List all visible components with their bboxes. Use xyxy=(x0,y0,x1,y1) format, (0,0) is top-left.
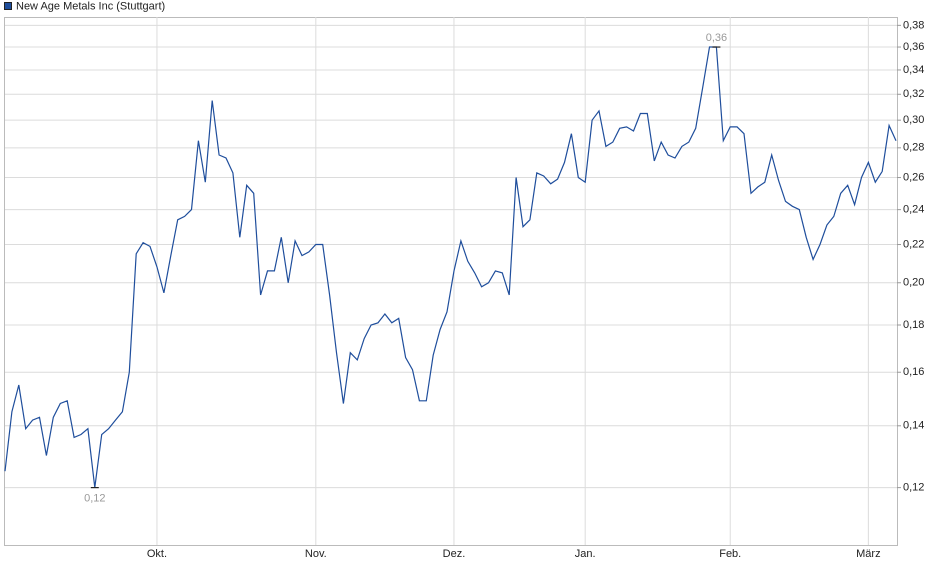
y-tick-label: 0,24 xyxy=(903,204,924,216)
value-label: 0,36 xyxy=(706,32,727,44)
x-tick-label: Dez. xyxy=(443,548,466,560)
y-tick-label: 0,32 xyxy=(903,88,924,100)
y-tick-label: 0,34 xyxy=(903,64,924,76)
value-label: 0,12 xyxy=(84,493,105,505)
y-tick-label: 0,14 xyxy=(903,420,924,432)
y-tick-label: 0,22 xyxy=(903,238,924,250)
y-tick-label: 0,18 xyxy=(903,319,924,331)
y-tick-label: 0,30 xyxy=(903,114,924,126)
y-tick-label: 0,38 xyxy=(903,19,924,31)
y-tick-label: 0,36 xyxy=(903,41,924,53)
x-tick-label: Nov. xyxy=(305,548,327,560)
y-tick-label: 0,16 xyxy=(903,366,924,378)
y-tick-label: 0,20 xyxy=(903,277,924,289)
x-tick-label: März xyxy=(856,548,880,560)
legend-swatch xyxy=(4,2,12,10)
x-tick-label: Okt. xyxy=(147,548,167,560)
plot-frame xyxy=(4,17,898,546)
x-tick-label: Jan. xyxy=(575,548,596,560)
y-tick-label: 0,28 xyxy=(903,142,924,154)
legend-label: New Age Metals Inc (Stuttgart) xyxy=(16,0,165,12)
x-tick-label: Feb. xyxy=(719,548,741,560)
y-tick-label: 0,26 xyxy=(903,171,924,183)
y-tick-label: 0,12 xyxy=(903,482,924,494)
price-line xyxy=(4,46,897,488)
